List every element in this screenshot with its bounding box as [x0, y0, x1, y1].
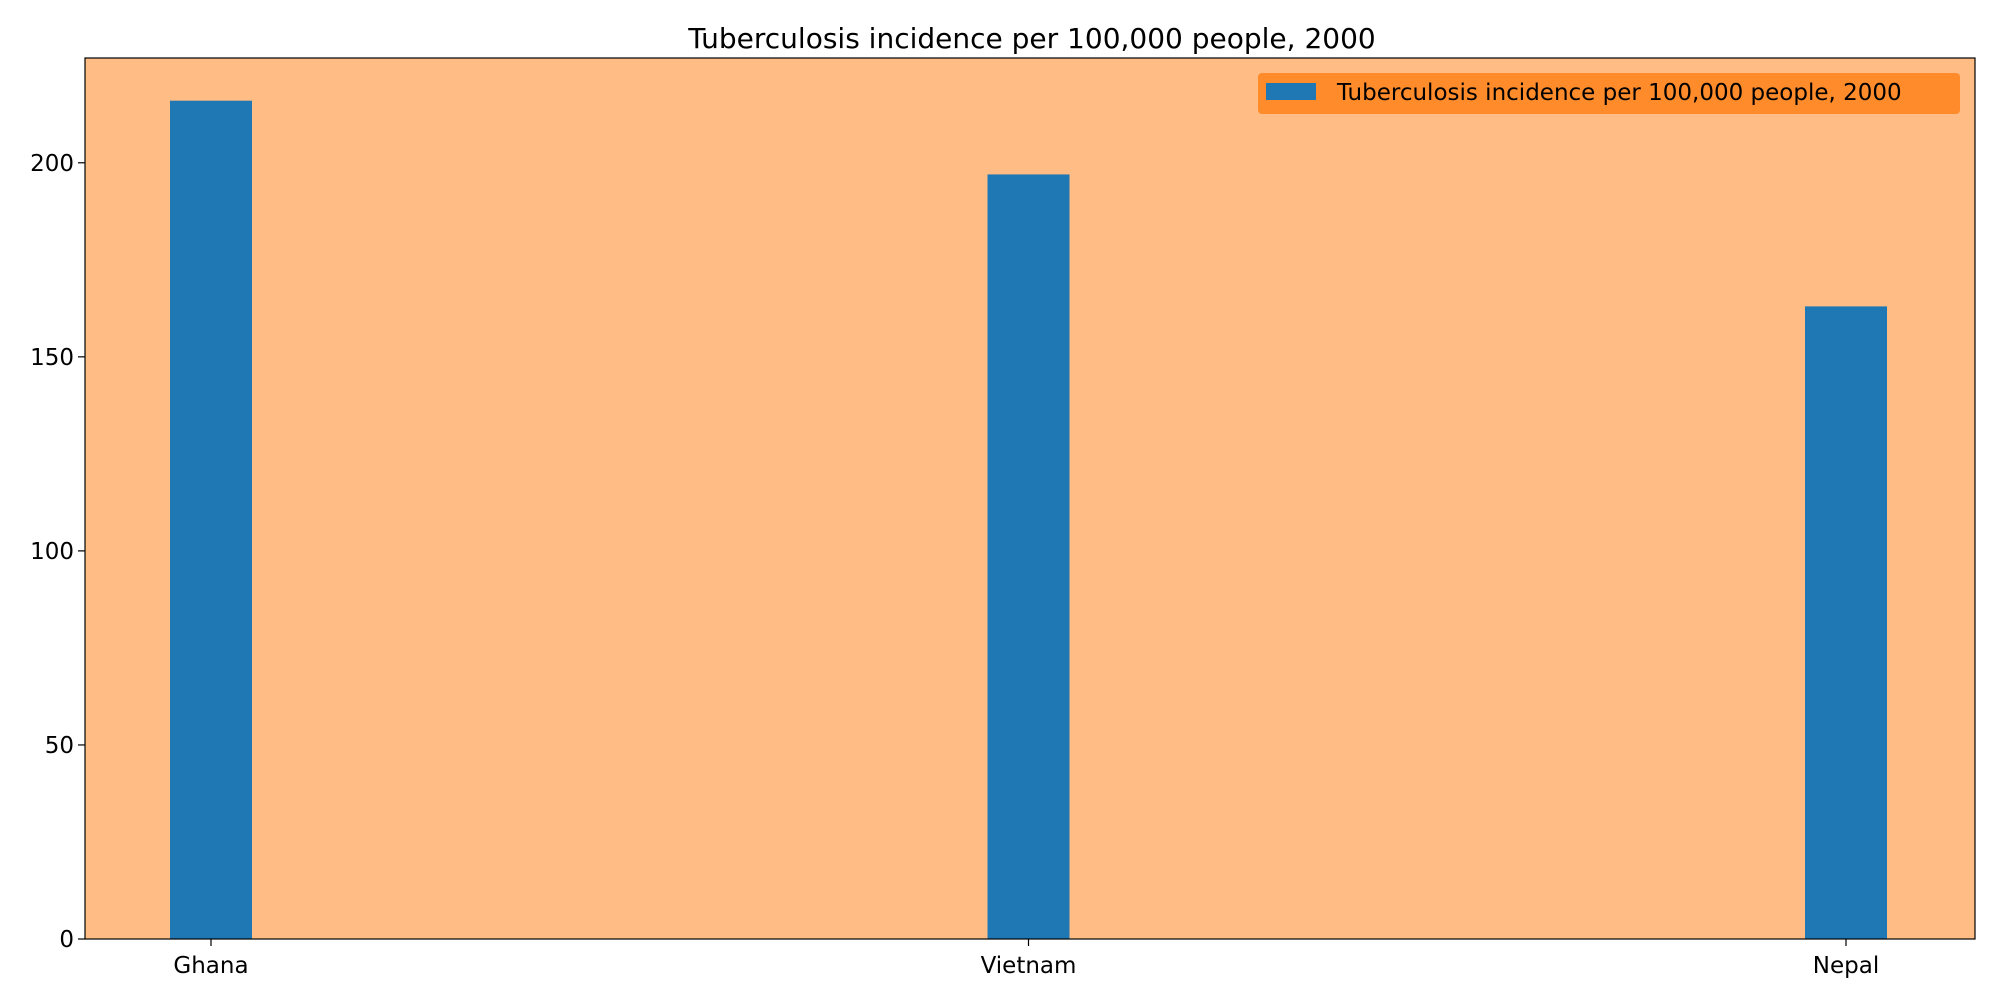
legend-swatch: [1266, 83, 1316, 100]
bar-nepal: [1805, 306, 1887, 939]
bars-group: [170, 100, 1887, 939]
x-tick-label: Nepal: [1813, 953, 1879, 979]
legend-box: [1258, 73, 1960, 114]
y-tick-label: 100: [30, 539, 74, 565]
x-axis: Ghana Vietnam Nepal: [173, 939, 1879, 979]
y-axis: 0 50 100 150 200: [30, 151, 85, 953]
bar-ghana: [170, 100, 252, 939]
y-tick-label: 0: [59, 927, 74, 953]
y-tick-label: 200: [30, 151, 74, 177]
plot-frame: [84, 57, 1976, 940]
y-tick-label: 50: [45, 733, 74, 759]
legend-label: Tuberculosis incidence per 100,000 peopl…: [1336, 80, 1902, 106]
x-tick-label: Ghana: [173, 953, 248, 979]
x-tick-label: Vietnam: [981, 953, 1077, 979]
y-tick-label: 150: [30, 345, 74, 371]
legend: Tuberculosis incidence per 100,000 peopl…: [1258, 73, 1960, 114]
chart-title: Tuberculosis incidence per 100,000 peopl…: [687, 22, 1375, 55]
bar-vietnam: [987, 174, 1070, 939]
